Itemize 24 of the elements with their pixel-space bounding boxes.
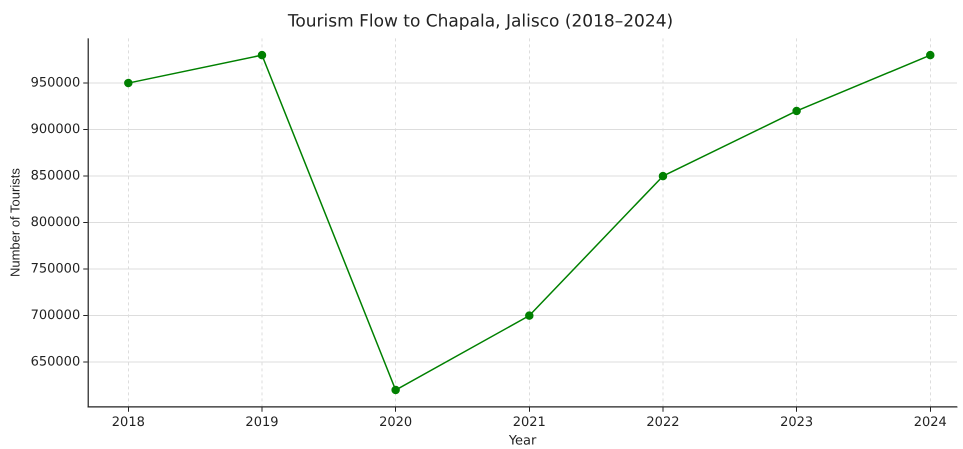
y-tick-label: 950000 <box>30 75 80 90</box>
y-tick-label: 650000 <box>30 354 80 370</box>
point <box>258 50 266 60</box>
x-tick-label: 2020 <box>379 414 412 430</box>
x-tick-label: 2022 <box>646 414 680 430</box>
point <box>525 311 534 320</box>
x-tick-label: 2023 <box>780 414 814 430</box>
x-tick-label: 2019 <box>245 414 279 430</box>
point <box>926 50 935 60</box>
x-tick-label: 2024 <box>914 414 947 430</box>
y-tick-label: 750000 <box>30 261 80 276</box>
y-tick-label: 700000 <box>30 308 80 324</box>
chart-title: Tourism Flow to Chapala, Jalisco (2018–2024) <box>286 12 674 32</box>
point <box>658 172 668 180</box>
x-axis-title: Year <box>508 434 538 449</box>
point <box>792 106 801 116</box>
point <box>391 386 400 394</box>
y-tick-label: 800000 <box>30 214 80 230</box>
x-tick-label: 2018 <box>112 414 145 430</box>
x-tick-label: 2021 <box>512 414 546 430</box>
point <box>124 78 133 88</box>
y-axis-title: Number of Tourists <box>7 168 22 278</box>
y-tick-label: 850000 <box>30 168 80 184</box>
y-tick-label: 900000 <box>30 122 80 137</box>
